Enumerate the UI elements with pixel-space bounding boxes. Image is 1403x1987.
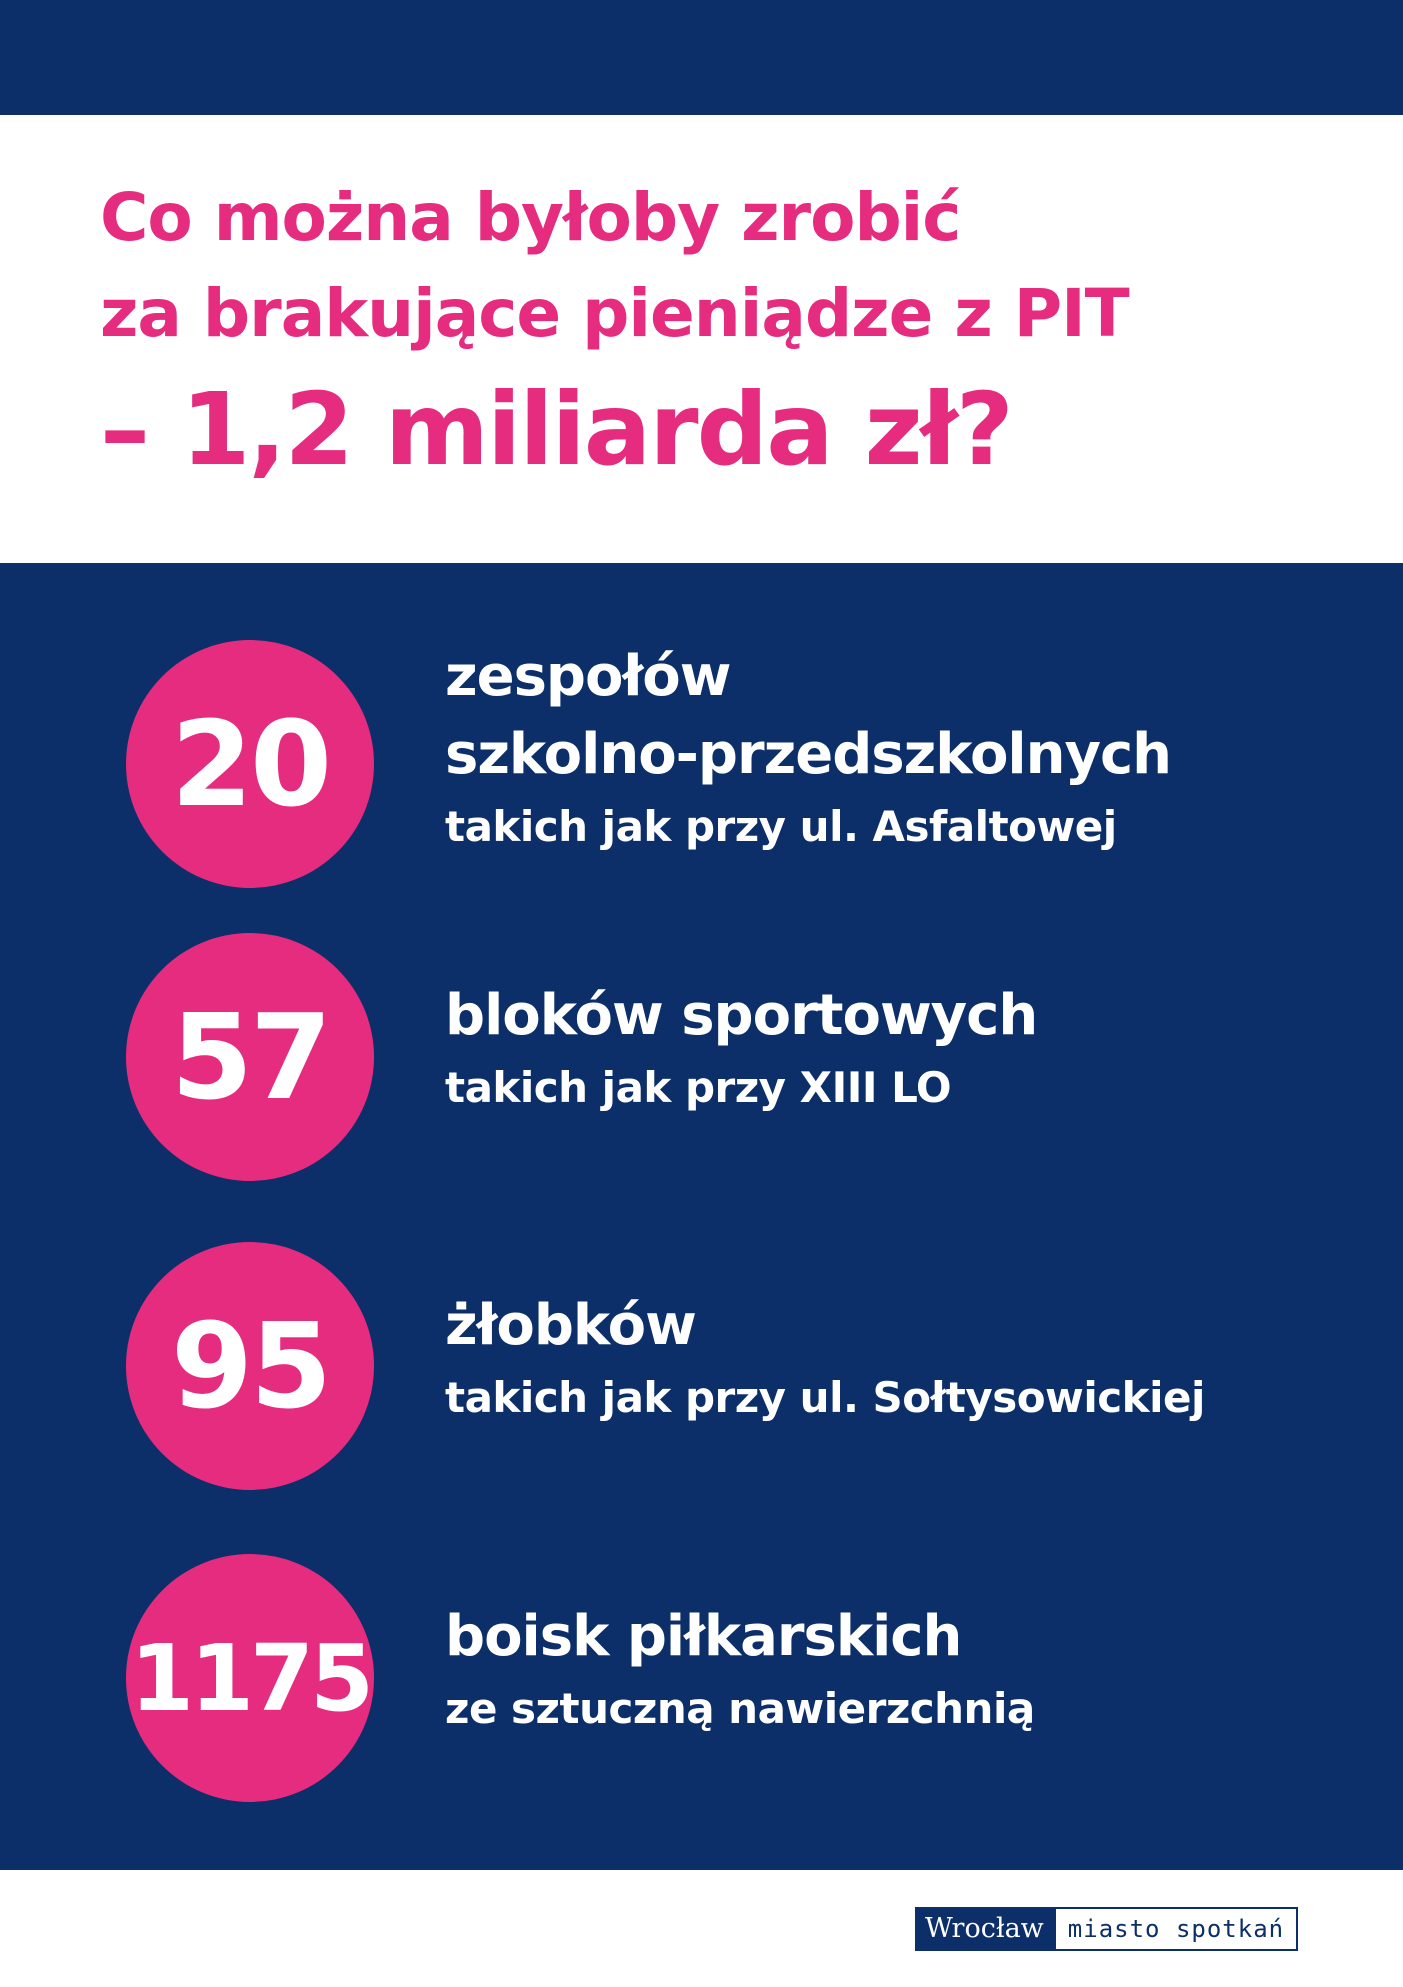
stat-number-circle: 20 <box>126 640 374 888</box>
stat-detail: takich jak przy ul. Sołtysowickiej <box>445 1373 1205 1422</box>
stat-description: bloków sportowych takich jak przy XIII L… <box>445 977 1345 1121</box>
stat-detail: takich jak przy XIII LO <box>445 1063 952 1112</box>
stat-label: żłobków <box>445 1293 697 1358</box>
stats-panel: 20 zespołów szkolno-przedszkolnych takic… <box>0 563 1403 1870</box>
stat-number-circle: 1175 <box>126 1554 374 1802</box>
stat-description: boisk piłkarskich ze sztuczną nawierzchn… <box>445 1598 1345 1742</box>
stat-label: bloków sportowych <box>445 983 1038 1048</box>
headline-line-1: Co można byłoby zrobić <box>100 179 961 256</box>
headline-line-3: – 1,2 miliarda zł? <box>100 371 1014 488</box>
logo-city: Wrocław <box>915 1907 1054 1951</box>
top-band <box>0 0 1403 115</box>
stat-description: żłobków takich jak przy ul. Sołtysowicki… <box>445 1287 1345 1431</box>
stat-number-circle: 95 <box>126 1242 374 1490</box>
logo-tagline: miasto spotkań <box>1053 1907 1299 1951</box>
wroclaw-logo: Wrocław miasto spotkań <box>915 1907 1299 1951</box>
stat-description: zespołów szkolno-przedszkolnych takich j… <box>445 638 1345 860</box>
stat-number-circle: 57 <box>126 933 374 1181</box>
headline: Co można byłoby zrobić za brakujące pien… <box>100 170 1350 490</box>
stat-detail: takich jak przy ul. Asfaltowej <box>445 802 1117 851</box>
stat-label: szkolno-przedszkolnych <box>445 722 1172 787</box>
headline-line-2: za brakujące pieniądze z PIT <box>100 275 1130 352</box>
stat-label: boisk piłkarskich <box>445 1604 962 1669</box>
stat-detail: ze sztuczną nawierzchnią <box>445 1684 1035 1733</box>
stat-label: zespołów <box>445 644 731 709</box>
